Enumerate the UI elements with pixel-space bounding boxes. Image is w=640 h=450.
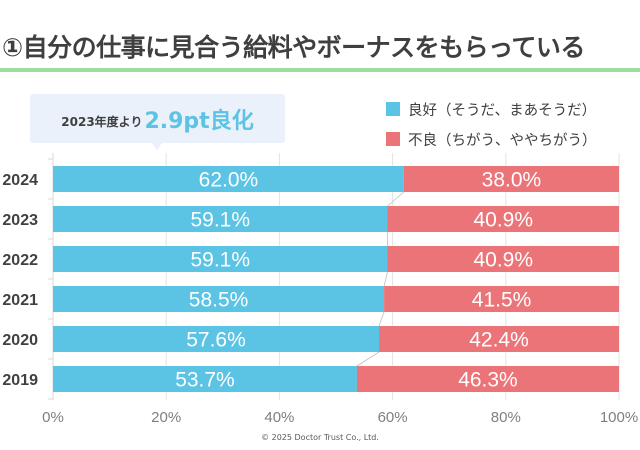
bar-bad: [384, 286, 619, 312]
data-label-bad: 42.4%: [469, 329, 529, 352]
bar-bad: [403, 166, 619, 192]
legend-item-good: 良好（そうだ、まあそうだ）: [386, 94, 597, 124]
x-tick-label: 80%: [491, 409, 521, 426]
data-label-good: 59.1%: [190, 249, 250, 272]
category-label: 2019: [2, 372, 38, 389]
title-underline: [0, 68, 640, 72]
data-label-bad: 40.9%: [473, 249, 533, 272]
data-label-bad: 41.5%: [472, 289, 532, 312]
category-label: 2024: [2, 172, 38, 189]
legend: 良好（そうだ、まあそうだ） 不良（ちがう、ややちがう）: [386, 94, 597, 154]
x-tick-label: 0%: [42, 409, 64, 426]
bar-good: [53, 206, 388, 232]
data-label-bad: 46.3%: [458, 369, 518, 392]
bar-bad: [387, 246, 619, 272]
improvement-callout: 2023年度より 2.9pt良化: [30, 94, 285, 150]
x-tick-label: 60%: [378, 409, 408, 426]
bar-good: [53, 246, 388, 272]
category-label: 2022: [2, 252, 38, 269]
bar-good: [53, 166, 404, 192]
bar-bad: [379, 326, 619, 352]
category-label: 2020: [2, 332, 38, 349]
data-label-bad: 38.0%: [482, 169, 542, 192]
legend-swatch-good: [386, 102, 400, 116]
data-label-good: 59.1%: [190, 209, 250, 232]
data-label-good: 62.0%: [199, 169, 259, 192]
bar-good: [53, 286, 385, 312]
legend-swatch-bad: [386, 132, 400, 146]
legend-label-good: 良好（そうだ、まあそうだ）: [408, 102, 597, 119]
chart-title: ①自分の仕事に見合う給料やボーナスをもらっている: [2, 33, 585, 62]
bar-good: [53, 326, 380, 352]
bar-bad: [356, 366, 619, 392]
series-connector-line: [356, 351, 380, 367]
series-connector-line: [387, 191, 405, 207]
copyright-notice: © 2025 Doctor Trust Co., Ltd.: [261, 433, 379, 442]
series-connector-line: [378, 311, 385, 327]
bar-good: [53, 366, 357, 392]
data-label-good: 57.6%: [186, 329, 246, 352]
legend-item-bad: 不良（ちがう、ややちがう）: [386, 124, 597, 154]
x-tick-label: 100%: [600, 409, 638, 426]
legend-label-bad: 不良（ちがう、ややちがう）: [408, 132, 597, 149]
callout-prefix: 2023年度より: [61, 115, 143, 129]
data-label-bad: 40.9%: [473, 209, 533, 232]
x-tick-label: 20%: [151, 409, 181, 426]
category-label: 2021: [2, 292, 38, 309]
x-tick-label: 40%: [264, 409, 294, 426]
callout-highlight: 2.9pt良化: [144, 108, 254, 134]
data-label-good: 53.7%: [175, 369, 235, 392]
bar-bad: [387, 206, 619, 232]
category-label: 2023: [2, 212, 38, 229]
data-label-good: 58.5%: [189, 289, 249, 312]
series-connector-line: [383, 271, 388, 287]
